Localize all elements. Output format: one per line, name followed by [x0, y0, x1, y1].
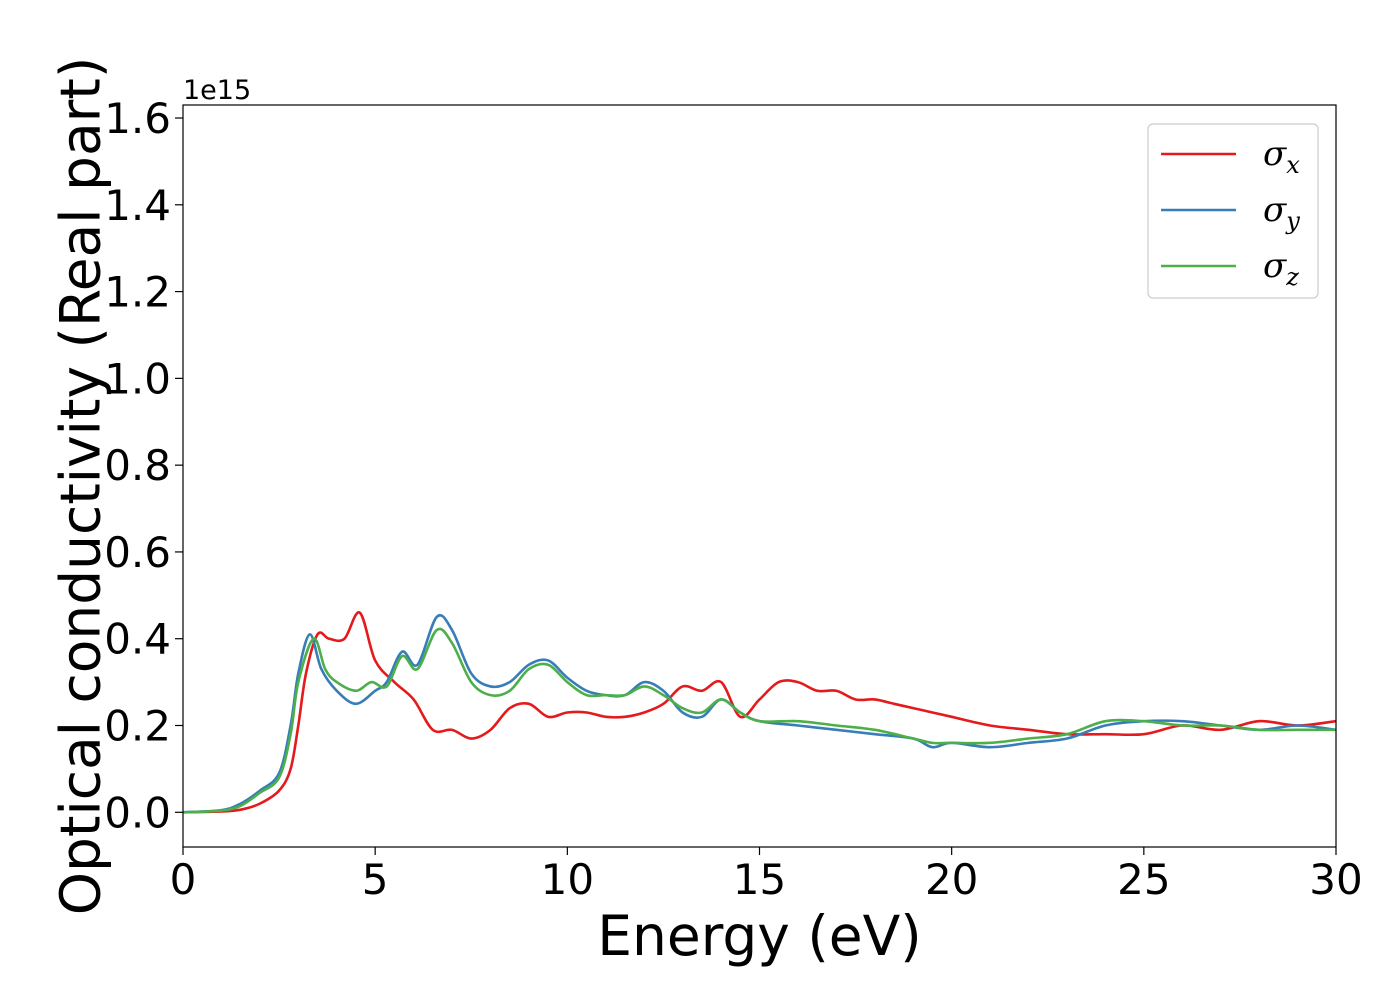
x-tick-label: 10 [541, 855, 594, 904]
x-tick-label: 25 [1117, 855, 1170, 904]
y-tick-label: 0.8 [104, 441, 171, 490]
series-line-sigma-x [183, 611, 1336, 814]
plot-area [183, 611, 1336, 814]
axis-ticks: 0 5 10 15 20 25 30 0.0 0.2 0.4 0.6 0.8 1.0 1.2 1.4 1.6 [104, 94, 1363, 904]
y-tick-label: 0.4 [104, 615, 171, 664]
x-tick-label: 0 [170, 855, 197, 904]
y-offset-label: 1e15 [183, 75, 251, 106]
x-tick-label: 5 [362, 855, 389, 904]
x-tick-label: 20 [925, 855, 978, 904]
y-tick-label: 1.2 [104, 268, 171, 317]
y-tick-label: 0.0 [104, 788, 171, 837]
legend-subscript: z [1285, 263, 1299, 291]
legend-subscript: x [1286, 151, 1300, 179]
y-tick-label: 0.2 [104, 702, 171, 751]
legend-symbol: σ [1263, 190, 1287, 230]
legend-symbol: σ [1263, 134, 1287, 174]
legend-symbol: σ [1263, 246, 1287, 286]
y-tick-label: 1.6 [104, 94, 171, 143]
y-tick-label: 1.4 [104, 181, 171, 230]
x-tick-label: 15 [733, 855, 786, 904]
y-axis-title: Optical conductivity (Real part) [48, 57, 112, 916]
y-tick-label: 1.0 [104, 354, 171, 403]
legend-subscript: y [1285, 207, 1300, 235]
x-axis-title: Energy (eV) [597, 904, 921, 968]
legend-label-sigma-y: σy [1263, 190, 1300, 235]
legend-label-sigma-x: σx [1263, 134, 1300, 179]
x-tick-label: 30 [1309, 855, 1362, 904]
series-line-sigma-z [183, 627, 1336, 814]
legend-label-sigma-z: σz [1263, 246, 1299, 291]
y-tick-label: 0.6 [104, 528, 171, 577]
